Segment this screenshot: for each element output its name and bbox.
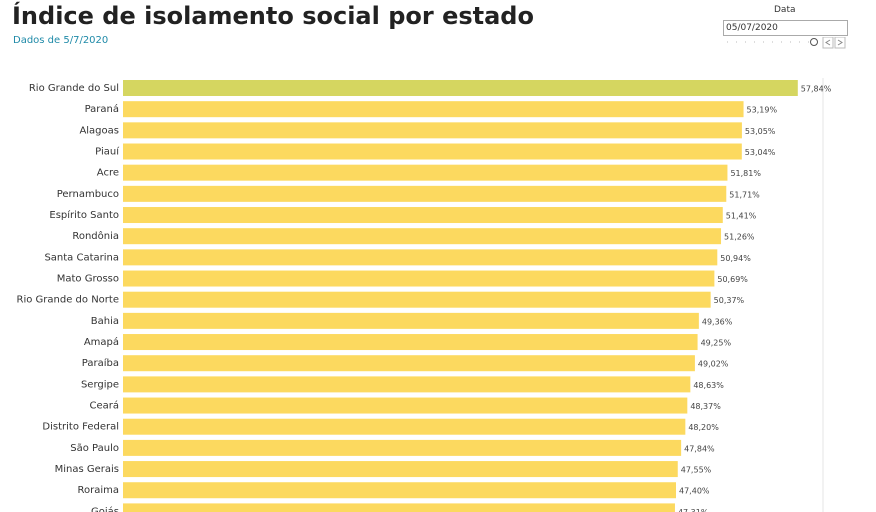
category-label: Paraíba (82, 357, 119, 369)
date-slider[interactable] (727, 37, 849, 49)
title: Índice de isolamento social por estado (12, 2, 534, 30)
category-label: Distrito Federal (42, 422, 119, 433)
bar (123, 164, 728, 181)
bar (123, 376, 691, 393)
bar (123, 291, 711, 308)
subtitle: Dados de 5/7/2020 (13, 35, 109, 46)
value-label: 49,25% (701, 339, 732, 348)
value-label: 51,71% (729, 190, 760, 199)
category-label: Piauí (95, 146, 120, 158)
bar (123, 143, 742, 160)
bar (123, 482, 676, 499)
value-label: 53,05% (745, 127, 776, 136)
category-label: Rio Grande do Sul (29, 83, 119, 94)
bar (123, 397, 688, 414)
category-label: Ceará (89, 400, 119, 412)
value-label: 51,81% (730, 169, 761, 178)
value-label: 50,69% (717, 275, 748, 284)
filter-label: Data (774, 5, 796, 15)
value-label: 53,19% (747, 106, 778, 115)
value-label: 51,41% (726, 212, 757, 221)
category-label: Minas Gerais (55, 464, 119, 475)
bar (123, 418, 686, 435)
category-label: Santa Catarina (44, 252, 119, 263)
category-label: Alagoas (79, 125, 119, 136)
value-label: 47,55% (681, 466, 712, 475)
value-label: 48,63% (693, 381, 724, 390)
category-label: São Paulo (70, 443, 119, 454)
bar (123, 270, 715, 287)
category-label: Bahia (91, 316, 119, 327)
category-label: Mato Grosso (57, 274, 119, 285)
bar (123, 122, 742, 139)
bar (123, 207, 723, 224)
value-label: 49,02% (698, 360, 729, 369)
category-label: Amapá (84, 336, 119, 348)
bar (123, 185, 727, 202)
category-label: Paraná (85, 103, 119, 115)
category-label: Rio Grande do Norte (17, 295, 119, 306)
bar (123, 355, 695, 372)
bar (123, 334, 698, 351)
value-label: 50,94% (720, 254, 751, 263)
date-input[interactable]: 05/07/2020 (723, 20, 848, 36)
category-label: Acre (97, 168, 119, 179)
bar (123, 503, 675, 512)
value-label: 47,40% (679, 487, 710, 496)
value-label: 51,26% (724, 233, 755, 242)
bar (123, 461, 678, 478)
bar (123, 439, 682, 456)
value-label: 50,37% (714, 296, 745, 305)
value-label: 47,31% (678, 508, 709, 512)
value-label: 53,04% (745, 148, 776, 157)
bar (123, 228, 722, 245)
value-label: 49,36% (702, 317, 733, 326)
bar (123, 101, 744, 118)
category-label: Espírito Santo (49, 209, 119, 221)
value-label: 47,84% (684, 444, 715, 453)
value-label: 57,84% (801, 85, 832, 94)
category-label: Goiás (91, 505, 119, 512)
value-label: 48,20% (688, 423, 719, 432)
category-label: Sergipe (81, 379, 119, 390)
value-label: 48,37% (690, 402, 721, 411)
bar (123, 312, 699, 329)
category-label: Roraima (77, 485, 119, 496)
bar (123, 249, 718, 266)
category-label: Pernambuco (57, 189, 119, 200)
bar (123, 80, 798, 96)
category-label: Rondônia (72, 230, 119, 242)
